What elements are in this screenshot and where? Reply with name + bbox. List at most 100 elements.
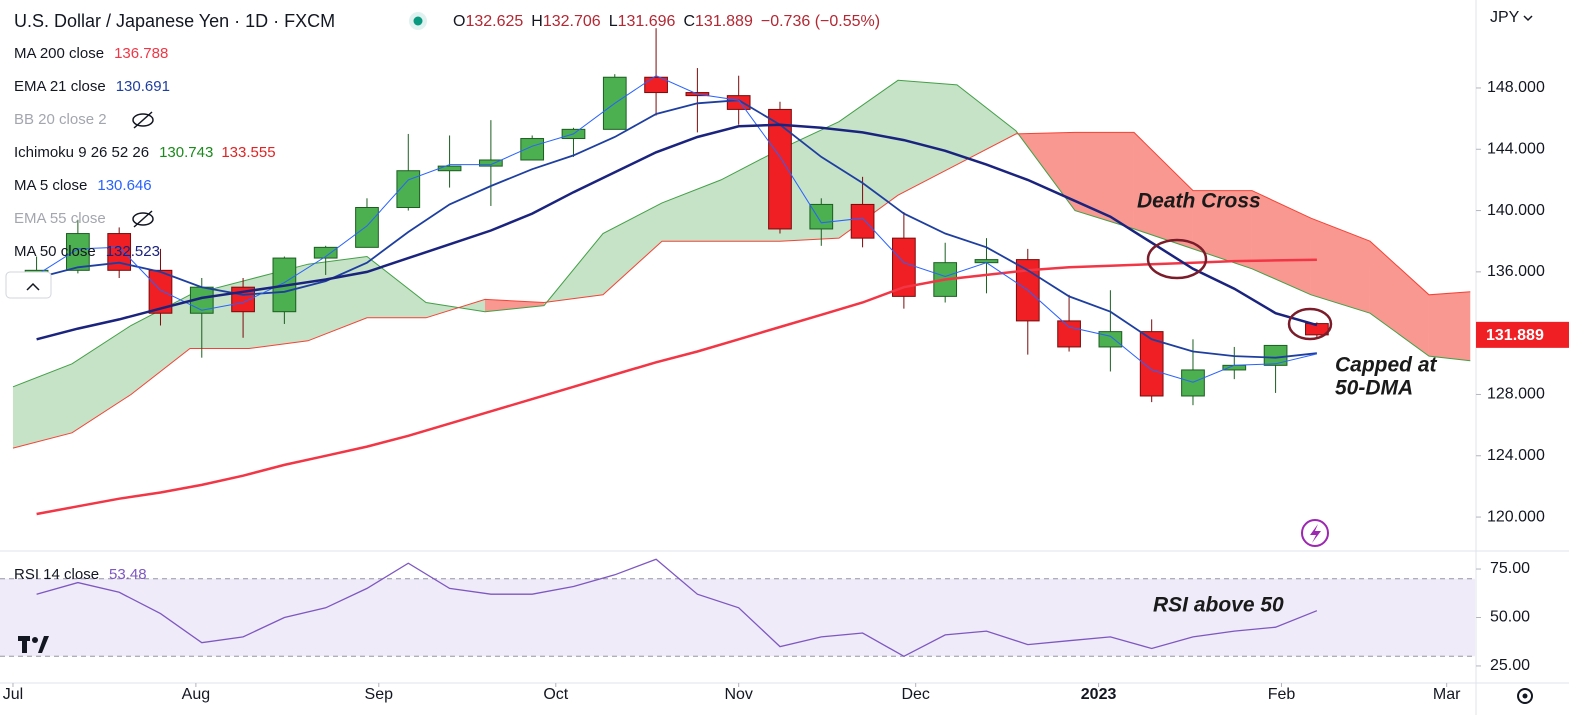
- annotation: RSI above 50: [1153, 594, 1284, 617]
- logo: [18, 636, 49, 653]
- candle-body: [1057, 320, 1081, 348]
- legend-item: EMA 21 close 130.691: [14, 78, 170, 95]
- x-tick-label: Aug: [182, 686, 210, 703]
- indicator-line: [36, 99, 1317, 359]
- candle-body: [850, 203, 875, 239]
- legend-name: MA 5 close: [14, 177, 87, 194]
- x-tick-label: Sep: [365, 686, 394, 703]
- legend-name: MA 50 close: [14, 243, 96, 260]
- cloud-fill: [1133, 132, 1193, 249]
- indicator-line: [36, 75, 1318, 383]
- legend-value: 130.743: [159, 144, 213, 161]
- cloud-fill: [661, 179, 721, 242]
- visibility-icon: [133, 210, 153, 228]
- y-tick-label: 140.000: [1487, 202, 1545, 219]
- visibility-icon: [133, 111, 153, 129]
- cloud-fill: [897, 80, 957, 196]
- legend: MA 200 close 136.788 EMA 21 close 130.691 BB…: [14, 45, 276, 260]
- legend-value: 53.48: [109, 566, 147, 583]
- legend-name: RSI 14 close: [14, 566, 99, 583]
- alert-icon[interactable]: [1301, 519, 1329, 547]
- cloud-span-b: [12, 131, 1471, 449]
- annotation-circle: [1287, 307, 1333, 341]
- ohlc-value: 132.625: [465, 13, 523, 30]
- y-tick-label: 50.00: [1490, 609, 1530, 626]
- candle-body: [1098, 331, 1123, 348]
- candle-body: [520, 138, 545, 161]
- cloud-fill: [956, 84, 1016, 165]
- rsi-band: [0, 578, 1475, 657]
- plot-area: 120.000124.000128.000132.000136.000140.0…: [0, 28, 1545, 703]
- cloud-fill: [1074, 132, 1134, 229]
- cloud-fill: [484, 299, 544, 312]
- price-tag-label: 131.889: [1486, 327, 1544, 344]
- annotation-circle: [1146, 238, 1208, 280]
- candle-body: [644, 76, 668, 94]
- price-tag: [1476, 321, 1569, 348]
- collapse-button[interactable]: [5, 271, 52, 299]
- legend-value: 132.523: [106, 243, 160, 260]
- legend-name: MA 200 close: [14, 45, 104, 62]
- y-tick-label: 25.00: [1490, 657, 1530, 674]
- candle-body: [1139, 331, 1164, 397]
- cloud-fill: [12, 363, 72, 449]
- ohlc-readout: O132.625 H132.706 L131.696 C131.889 −0.736 (…: [453, 13, 880, 30]
- candle-body: [1222, 364, 1247, 371]
- x-tick-label: Nov: [724, 686, 752, 703]
- y-tick-label: 120.000: [1487, 508, 1545, 525]
- settings-icon[interactable]: [1517, 688, 1533, 704]
- ohlc-change: −0.736 (−0.55%): [761, 13, 880, 30]
- candle-body: [1263, 344, 1288, 366]
- cloud-fill: [1428, 291, 1471, 361]
- annotation: Death Cross: [1137, 190, 1261, 213]
- y-tick-label: 144.000: [1487, 140, 1545, 157]
- cloud-fill: [307, 256, 367, 341]
- x-tick-label: 2023: [1081, 686, 1117, 703]
- ohlc-value: 131.696: [618, 13, 676, 30]
- ohlc-label: H: [531, 13, 543, 30]
- cloud-fill: [1251, 190, 1311, 295]
- annotation: 50-DMA: [1335, 377, 1413, 400]
- candle-body: [809, 203, 834, 230]
- cloud-fill: [366, 256, 426, 318]
- ohlc-label: C: [683, 13, 695, 30]
- ohlc-label: L: [609, 13, 618, 30]
- y-tick-label: 136.000: [1487, 263, 1545, 280]
- x-tick-label: Oct: [543, 686, 568, 703]
- legend-item: MA 50 close 132.523: [14, 243, 160, 260]
- cloud-fill: [1369, 241, 1429, 357]
- ohlc-value: 132.706: [543, 13, 601, 30]
- visibility-icon: [132, 113, 154, 127]
- x-tick-label: Feb: [1268, 686, 1296, 703]
- ohlc-label: O: [453, 13, 465, 30]
- x-tick-label: Jul: [3, 686, 23, 703]
- legend-value: 130.691: [116, 78, 170, 95]
- rsi-legend: RSI 14 close 53.48: [14, 566, 147, 583]
- currency-label[interactable]: JPY: [1490, 9, 1520, 26]
- legend-name: Ichimoku 9 26 52 26: [14, 144, 149, 161]
- candle-body: [313, 246, 338, 259]
- currency-chevron[interactable]: [1523, 15, 1533, 22]
- annotation: Capped at: [1335, 354, 1438, 377]
- chart-title: U.S. Dollar / Japanese Yen · 1D · FXCM: [14, 11, 335, 31]
- visibility-icon: [132, 212, 154, 226]
- cloud-fill: [130, 294, 190, 395]
- cloud-fill: [720, 149, 780, 242]
- status-dot: [413, 16, 423, 26]
- candle-body: [726, 95, 751, 110]
- legend-value: 133.555: [221, 144, 275, 161]
- y-tick-label: 124.000: [1487, 447, 1545, 464]
- candle-body: [437, 165, 462, 172]
- rsi-line: [36, 558, 1318, 658]
- y-tick-label: 75.00: [1490, 560, 1530, 577]
- legend-item: MA 200 close 136.788: [14, 45, 168, 62]
- candle-body: [107, 233, 132, 271]
- legend-item: BB 20 close 2: [14, 111, 107, 128]
- candle-body: [892, 237, 916, 297]
- cloud-fill: [1310, 218, 1370, 314]
- legend-name: BB 20 close 2: [14, 111, 107, 128]
- cloud-span-a: [12, 79, 1471, 388]
- candle-body: [1305, 323, 1329, 336]
- candle-body: [66, 233, 90, 271]
